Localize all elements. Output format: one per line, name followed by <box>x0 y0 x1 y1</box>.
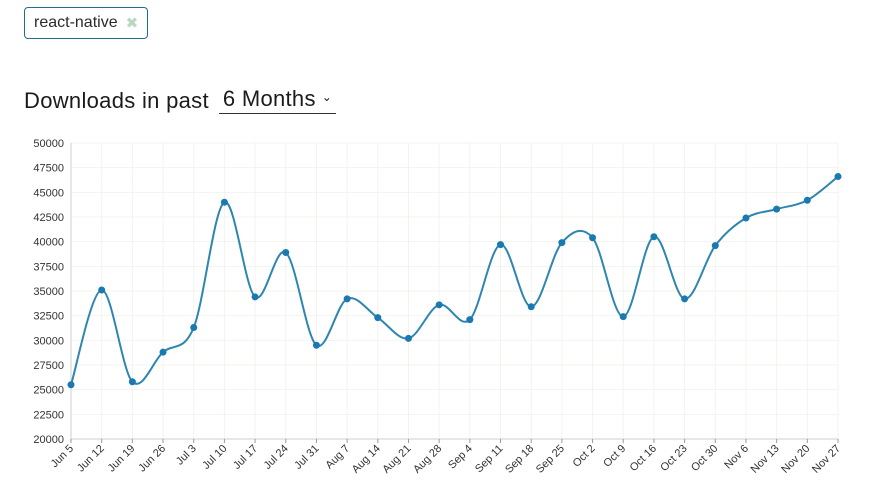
heading-prefix: Downloads in past <box>24 88 209 113</box>
y-tick-label: 45000 <box>33 187 64 199</box>
data-point <box>497 241 505 249</box>
chart-heading: Downloads in past 6 Months ⌄ <box>24 86 337 114</box>
data-point <box>220 198 228 206</box>
x-tick-label: Aug 14 <box>350 443 383 476</box>
package-tag-label: react-native <box>34 14 118 31</box>
data-point <box>742 214 750 222</box>
y-tick-label: 20000 <box>33 434 64 446</box>
data-point <box>681 295 689 303</box>
x-tick-label: Oct 2 <box>571 443 598 470</box>
x-tick-label: Jun 26 <box>136 443 168 475</box>
data-point <box>98 286 106 294</box>
x-tick-label: Aug 28 <box>411 443 444 476</box>
close-icon[interactable]: ✖ <box>125 14 139 32</box>
y-tick-label: 27500 <box>33 360 64 372</box>
package-tag[interactable]: react-native ✖ <box>24 7 149 39</box>
data-point <box>343 295 351 303</box>
data-point <box>619 313 627 321</box>
data-point <box>834 173 842 181</box>
x-tick-label: Jun 19 <box>106 443 138 475</box>
data-point <box>527 303 535 311</box>
x-tick-label: Jul 31 <box>292 443 321 472</box>
chevron-down-icon: ⌄ <box>321 90 333 104</box>
x-tick-label: Jul 17 <box>231 443 260 472</box>
period-select[interactable]: 6 Months ⌄ <box>218 86 337 114</box>
y-tick-label: 50000 <box>33 138 64 150</box>
x-tick-label: Jul 3 <box>174 443 199 468</box>
y-tick-label: 22500 <box>33 409 64 421</box>
data-point <box>711 242 719 250</box>
data-point <box>803 196 811 204</box>
x-tick-label: Oct 16 <box>628 443 659 474</box>
x-tick-label: Nov 6 <box>722 443 751 472</box>
data-point <box>67 381 75 389</box>
y-tick-label: 47500 <box>33 163 64 175</box>
y-tick-label: 25000 <box>33 385 64 397</box>
x-tick-label: Oct 30 <box>689 443 720 474</box>
x-tick-label: Sep 25 <box>534 443 567 476</box>
data-point <box>466 316 474 324</box>
data-point <box>159 348 167 356</box>
x-tick-label: Nov 27 <box>810 443 843 476</box>
data-point <box>558 239 566 247</box>
downloads-line <box>70 175 839 386</box>
x-tick-label: Oct 23 <box>658 443 689 474</box>
data-point <box>650 233 658 241</box>
period-select-value: 6 Months <box>222 86 316 111</box>
data-point <box>374 314 382 322</box>
data-point <box>773 205 781 213</box>
data-point <box>404 334 412 342</box>
x-tick-label: Nov 13 <box>749 443 782 476</box>
y-tick-label: 37500 <box>33 261 64 273</box>
x-tick-label: Jun 5 <box>49 443 77 471</box>
data-point <box>435 301 443 309</box>
x-tick-label: Sep 18 <box>503 443 536 476</box>
x-tick-label: Jul 10 <box>200 443 229 472</box>
data-point <box>128 378 136 386</box>
x-tick-label: Aug 21 <box>380 443 413 476</box>
data-point <box>282 249 290 257</box>
data-point <box>589 234 597 242</box>
y-tick-label: 42500 <box>33 212 64 224</box>
x-tick-label: Jul 24 <box>262 443 291 472</box>
x-tick-label: Jun 12 <box>75 443 107 475</box>
y-tick-label: 40000 <box>33 237 64 249</box>
y-tick-label: 32500 <box>33 311 64 323</box>
x-tick-label: Oct 9 <box>601 443 628 470</box>
data-point <box>312 341 320 349</box>
y-tick-label: 30000 <box>33 335 64 347</box>
y-tick-label: 35000 <box>33 286 64 298</box>
downloads-chart: 20000 22500 25000 27500 30000 32500 35000 37500… <box>33 138 843 476</box>
x-tick-label: Sep 11 <box>473 443 506 476</box>
x-tick-label: Nov 20 <box>779 443 812 476</box>
data-point <box>251 293 259 301</box>
x-tick-label: Sep 4 <box>446 443 475 472</box>
x-tick-label: Aug 7 <box>323 443 352 472</box>
data-point <box>190 324 198 332</box>
